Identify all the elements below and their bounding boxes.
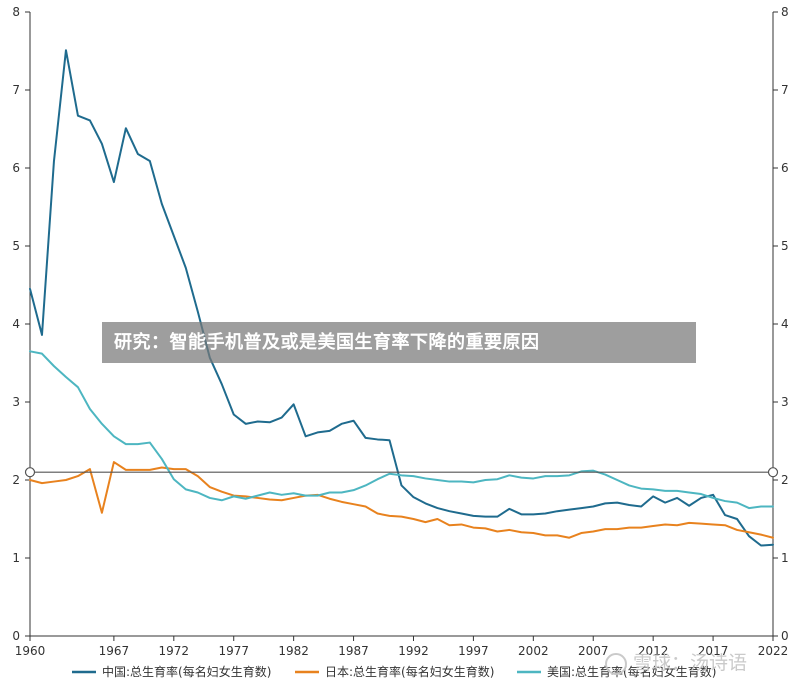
watermark-logo-icon [605, 652, 627, 675]
x-tick-label: 1977 [218, 644, 249, 658]
x-tick-label: 1997 [458, 644, 489, 658]
y-right-tick-label: 8 [781, 5, 789, 19]
y-right-tick-label: 5 [781, 239, 789, 253]
y-left-tick-label: 6 [12, 161, 20, 175]
legend-label-usa: 美国:总生育率(每名妇女生育数) [547, 664, 716, 679]
tick-labels: 0 1 2 3 4 5 6 7 8 0 1 2 3 4 5 6 7 8 1960 1967 1972 1977 1982 19… [12, 5, 788, 658]
legend-label-japan: 日本:总生育率(每名妇女生育数) [325, 664, 494, 679]
reference-line-right-marker [767, 467, 779, 478]
x-tick-label: 1960 [15, 644, 46, 658]
x-tick-label: 1967 [99, 644, 130, 658]
x-tick-label: 2012 [638, 644, 669, 658]
y-left-tick-label: 4 [12, 317, 20, 331]
y-left-tick-label: 8 [12, 5, 20, 19]
x-tick-label: 1982 [278, 644, 309, 658]
x-tick-label: 1972 [159, 644, 190, 658]
series-lines [29, 49, 774, 547]
watermark-text: 雪球：汤诗语 [633, 652, 748, 674]
reference-line-group [24, 467, 779, 478]
legend-label-china: 中国:总生育率(每名妇女生育数) [102, 664, 271, 679]
series-line-usa [29, 350, 774, 510]
y-left-tick-label: 7 [12, 83, 20, 97]
y-right-tick-label: 3 [781, 395, 789, 409]
y-left-tick-label: 0 [12, 629, 20, 643]
y-left-tick-label: 2 [12, 473, 20, 487]
axes [25, 11, 778, 641]
series-line-china [29, 49, 774, 547]
x-tick-label: 2007 [578, 644, 609, 658]
y-right-tick-label: 4 [781, 317, 789, 331]
headline-text: 研究：智能手机普及或是美国生育率下降的重要原因 [114, 332, 540, 353]
y-right-tick-label: 7 [781, 83, 789, 97]
x-tick-label: 1987 [338, 644, 369, 658]
y-right-tick-label: 0 [781, 629, 789, 643]
headline-banner: 研究：智能手机普及或是美国生育率下降的重要原因 [102, 322, 696, 363]
y-left-tick-label: 3 [12, 395, 20, 409]
watermark: 雪球：汤诗语 [605, 648, 747, 678]
x-tick-label: 2022 [758, 644, 789, 658]
reference-line-left-marker [24, 467, 36, 478]
legend: 中国:总生育率(每名妇女生育数) 日本:总生育率(每名妇女生育数) 美国:总生育率(… [72, 664, 716, 679]
x-tick-label: 2002 [518, 644, 549, 658]
y-right-tick-label: 6 [781, 161, 789, 175]
y-left-tick-label: 1 [12, 551, 20, 565]
y-left-tick-label: 5 [12, 239, 20, 253]
y-right-tick-label: 2 [781, 473, 789, 487]
x-tick-label: 1992 [398, 644, 429, 658]
y-right-tick-label: 1 [781, 551, 789, 565]
series-line-japan [29, 461, 774, 539]
x-tick-label: 2017 [698, 644, 729, 658]
